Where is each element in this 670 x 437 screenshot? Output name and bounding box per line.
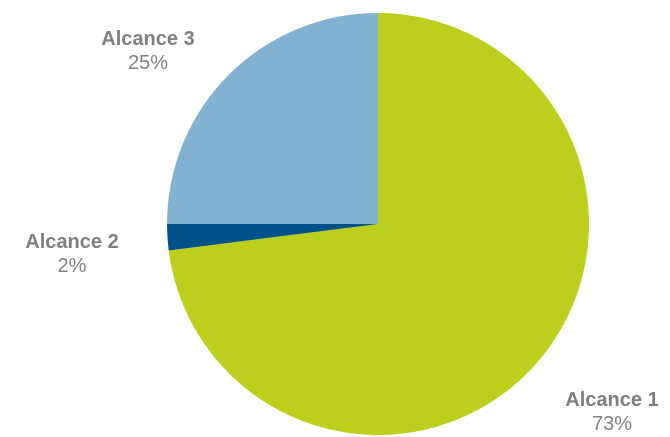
slice-value-alcance-2: 2%	[58, 255, 87, 277]
slice-label-alcance-3: Alcance 3	[101, 28, 194, 50]
pie-slice-alcance-3	[167, 13, 378, 224]
slice-value-alcance-3: 25%	[128, 52, 168, 74]
slice-label-alcance-1: Alcance 1	[565, 389, 658, 411]
slice-value-alcance-1: 73%	[592, 413, 632, 435]
pie-slice-alcance-2	[167, 224, 378, 251]
pie-slice-alcance-1	[168, 13, 589, 436]
pie-slices	[167, 13, 589, 436]
slice-label-alcance-2: Alcance 2	[25, 231, 118, 253]
pie-labels: Alcance 173% Alcance 22% Alcance 325%	[25, 28, 658, 435]
